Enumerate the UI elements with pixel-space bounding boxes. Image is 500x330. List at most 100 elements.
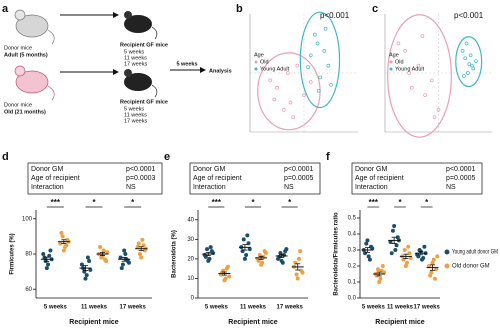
y-axis-label: Bacteroidota/Firmicutes ratio xyxy=(334,212,340,296)
point xyxy=(403,49,407,53)
recipient-time: 5 weeks xyxy=(124,49,144,55)
point xyxy=(84,273,89,278)
point xyxy=(366,254,371,259)
stats-box xyxy=(351,162,483,195)
point xyxy=(122,248,127,253)
point xyxy=(141,243,146,248)
legend-swatch xyxy=(254,60,258,64)
point xyxy=(227,274,232,279)
point xyxy=(318,75,323,80)
point xyxy=(429,270,434,275)
legend-label: Old donor GM xyxy=(452,264,490,270)
significance: * xyxy=(131,198,135,207)
donor-label: Donor mice xyxy=(4,45,32,51)
y-tick-label: 0.5 xyxy=(348,216,357,222)
x-tick-label: 17 weeks xyxy=(413,305,440,311)
point xyxy=(436,108,441,112)
stats-value: p<0.0001 xyxy=(446,166,475,173)
point xyxy=(241,237,246,242)
point xyxy=(403,264,408,268)
point xyxy=(279,258,284,263)
point xyxy=(406,244,411,249)
point xyxy=(392,224,397,228)
mouse-icon xyxy=(124,69,158,98)
point xyxy=(102,257,107,262)
legend-label: Young adult donor GM xyxy=(452,250,498,256)
recipient-label: Recipient GF mice xyxy=(120,99,168,105)
point xyxy=(281,108,286,112)
point xyxy=(205,247,210,252)
point xyxy=(467,62,472,67)
significance: * xyxy=(251,198,255,207)
confidence-ellipse xyxy=(455,36,483,88)
point xyxy=(46,262,51,267)
confidence-ellipse xyxy=(299,11,341,109)
point xyxy=(405,260,410,265)
point xyxy=(126,260,131,265)
point xyxy=(474,59,478,64)
legend-swatch xyxy=(444,263,450,269)
significance: *** xyxy=(369,198,379,207)
significance: *** xyxy=(212,198,222,207)
point xyxy=(87,259,92,264)
legend-label: Old xyxy=(260,59,269,65)
stats-label: Interaction xyxy=(193,184,226,191)
point xyxy=(407,71,411,75)
panel-label: d xyxy=(2,151,9,163)
legend-title: Age xyxy=(254,52,264,58)
point xyxy=(48,248,53,253)
point xyxy=(244,252,249,257)
point xyxy=(429,78,434,83)
y-tick-label: 80 xyxy=(25,252,32,258)
significance: * xyxy=(425,198,429,207)
recipient-time: 17 weeks xyxy=(124,61,147,67)
confidence-ellipse xyxy=(387,14,452,138)
point xyxy=(367,257,372,262)
point xyxy=(295,63,300,68)
legend-label: Young Adult xyxy=(260,66,290,72)
point xyxy=(466,71,470,75)
point xyxy=(463,56,468,61)
x-axis-label: Recipient mice xyxy=(69,319,119,326)
mouse-icon xyxy=(124,11,158,40)
point xyxy=(224,266,229,271)
stats-value: NS xyxy=(284,184,294,191)
point xyxy=(263,251,268,256)
point xyxy=(118,255,123,260)
point xyxy=(426,264,431,268)
recipient-label: Recipient GF mice xyxy=(120,42,168,48)
stats-value: NS xyxy=(126,184,136,191)
recipient-time: 11 weeks xyxy=(124,55,147,61)
point xyxy=(322,49,327,53)
point xyxy=(389,251,394,256)
stats-label: Donor GM xyxy=(355,166,387,173)
point xyxy=(395,235,400,240)
point xyxy=(47,253,52,258)
point xyxy=(298,249,303,254)
point xyxy=(105,250,110,255)
point xyxy=(268,78,273,83)
y-tick-label: 20 xyxy=(187,256,194,262)
point xyxy=(434,267,439,272)
point xyxy=(468,53,473,58)
p-value: p<0.001 xyxy=(454,11,484,20)
stats-value: p<0.0001 xyxy=(284,166,313,173)
point xyxy=(222,278,227,283)
point xyxy=(326,63,331,68)
point xyxy=(64,243,69,248)
point xyxy=(435,254,440,259)
arrow-label: 5 weeks xyxy=(176,61,197,67)
stats-value: p=0.0005 xyxy=(284,175,313,182)
mouse-icon xyxy=(14,65,55,101)
point xyxy=(377,280,382,284)
mouse-icon xyxy=(14,9,55,45)
point xyxy=(123,252,128,256)
recipient-time: 11 weeks xyxy=(124,112,147,118)
point xyxy=(431,257,436,262)
panel-label: c xyxy=(372,3,378,15)
analysis-label: Analysis xyxy=(209,68,232,74)
point xyxy=(376,267,380,272)
significance: * xyxy=(288,198,292,207)
point xyxy=(98,244,103,249)
point xyxy=(293,260,298,265)
